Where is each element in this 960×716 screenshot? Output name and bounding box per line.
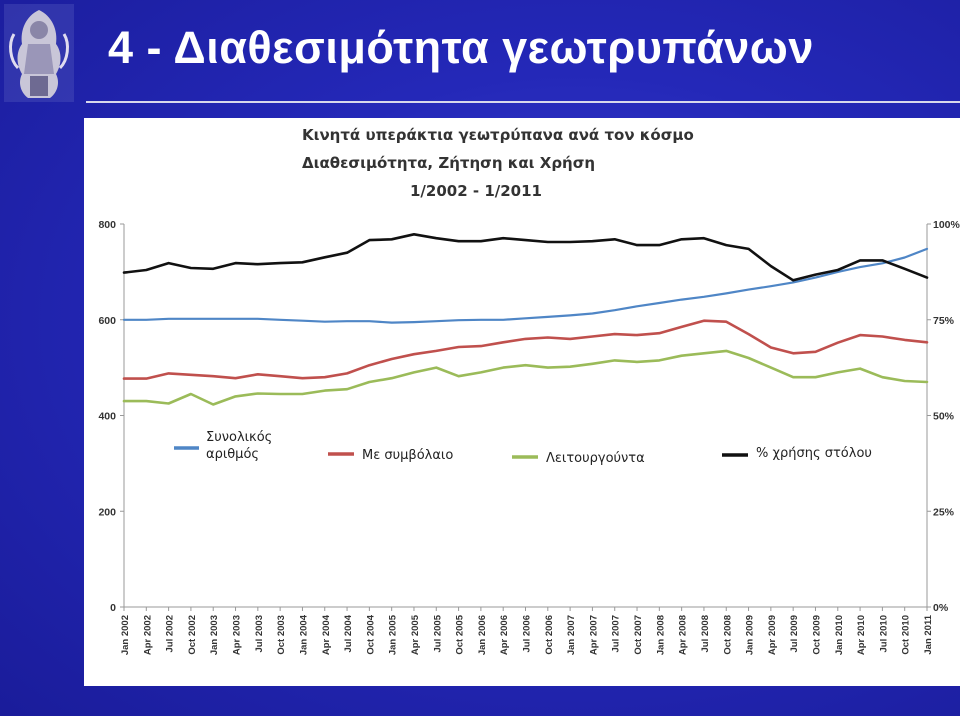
x-tick-label: Jan 2008	[655, 615, 666, 655]
x-tick-label: Apr 2003	[232, 615, 243, 655]
y-left-tick-label: 200	[98, 506, 116, 518]
y-left-tick-label: 400	[98, 411, 116, 423]
x-tick-label: Jul 2007	[611, 615, 622, 653]
x-tick-label: Oct 2006	[544, 615, 555, 655]
x-tick-label: Jul 2009	[789, 615, 800, 653]
x-tick-label: Jan 2004	[298, 614, 309, 655]
x-tick-label: Oct 2010	[901, 615, 912, 655]
x-tick-label: Apr 2005	[410, 614, 421, 655]
title-divider	[86, 101, 960, 103]
y-right-tick-label: 100%	[933, 219, 960, 231]
x-tick-label: Oct 2004	[365, 614, 376, 654]
x-tick-label: Oct 2009	[811, 615, 822, 655]
y-right-tick-label: 0%	[933, 602, 949, 614]
university-seal-logo	[4, 4, 74, 102]
x-tick-label: Oct 2008	[722, 615, 733, 655]
x-tick-label: Jan 2005	[388, 614, 399, 655]
x-tick-label: Jan 2002	[120, 615, 131, 655]
x-tick-label: Jul 2004	[343, 614, 354, 652]
legend-label-working: Λειτουργούντα	[546, 451, 645, 466]
legend-label-contracted: Με συμβόλαιο	[362, 448, 453, 463]
chart-title-line-2: Διαθεσιμότητα, Ζήτηση και Χρήση	[302, 154, 595, 172]
x-tick-label: Apr 2010	[856, 615, 867, 655]
x-tick-label: Oct 2007	[633, 615, 644, 655]
x-tick-label: Jan 2010	[834, 615, 845, 655]
x-tick-label: Jul 2008	[700, 615, 711, 653]
x-tick-label: Apr 2008	[678, 615, 689, 655]
x-tick-label: Jul 2006	[522, 615, 533, 653]
chart-title-line-3: 1/2002 - 1/2011	[410, 182, 542, 200]
series-line-utilization	[122, 233, 929, 282]
y-right-tick-label: 75%	[933, 315, 955, 327]
chart-title-line-1: Κινητά υπεράκτια γεωτρύπανα ανά τον κόσμ…	[302, 126, 694, 144]
x-tick-label: Oct 2003	[276, 615, 287, 655]
x-tick-label: Apr 2002	[142, 615, 153, 655]
y-left-tick-label: 600	[98, 315, 116, 327]
x-tick-label: Jan 2011	[923, 614, 934, 654]
legend-label-total: αριθμός	[206, 447, 259, 462]
x-tick-label: Jul 2002	[165, 615, 176, 653]
legend-label-total: Συνολικός	[206, 430, 272, 445]
x-tick-label: Oct 2002	[187, 615, 198, 655]
x-tick-label: Jul 2003	[254, 615, 265, 653]
x-tick-label: Jan 2003	[209, 615, 220, 655]
slide-title: 4 - Διαθεσιμότητα γεωτρυπάνων	[108, 22, 814, 73]
chart-panel: Κινητά υπεράκτια γεωτρύπανα ανά τον κόσμ…	[84, 118, 960, 686]
x-tick-label: Apr 2004	[321, 614, 332, 655]
x-tick-label: Jul 2005	[432, 614, 443, 652]
line-chart: Κινητά υπεράκτια γεωτρύπανα ανά τον κόσμ…	[98, 126, 960, 655]
x-tick-label: Apr 2007	[588, 615, 599, 655]
x-tick-label: Oct 2005	[455, 614, 466, 654]
y-left-tick-label: 800	[98, 219, 116, 231]
x-tick-label: Jan 2009	[745, 615, 756, 655]
x-tick-label: Apr 2009	[767, 615, 778, 655]
x-tick-label: Apr 2006	[499, 615, 510, 655]
legend-label-utilization: % χρήσης στόλου	[756, 446, 872, 461]
y-right-tick-label: 50%	[933, 411, 955, 423]
series-line-contracted	[122, 319, 929, 380]
series-line-working	[122, 349, 929, 406]
series-line-total	[122, 247, 929, 324]
y-left-tick-label: 0	[110, 602, 116, 614]
y-right-tick-label: 25%	[933, 506, 955, 518]
x-tick-label: Jan 2007	[566, 615, 577, 655]
x-tick-label: Jul 2010	[878, 615, 889, 653]
x-tick-label: Jan 2006	[477, 615, 488, 655]
